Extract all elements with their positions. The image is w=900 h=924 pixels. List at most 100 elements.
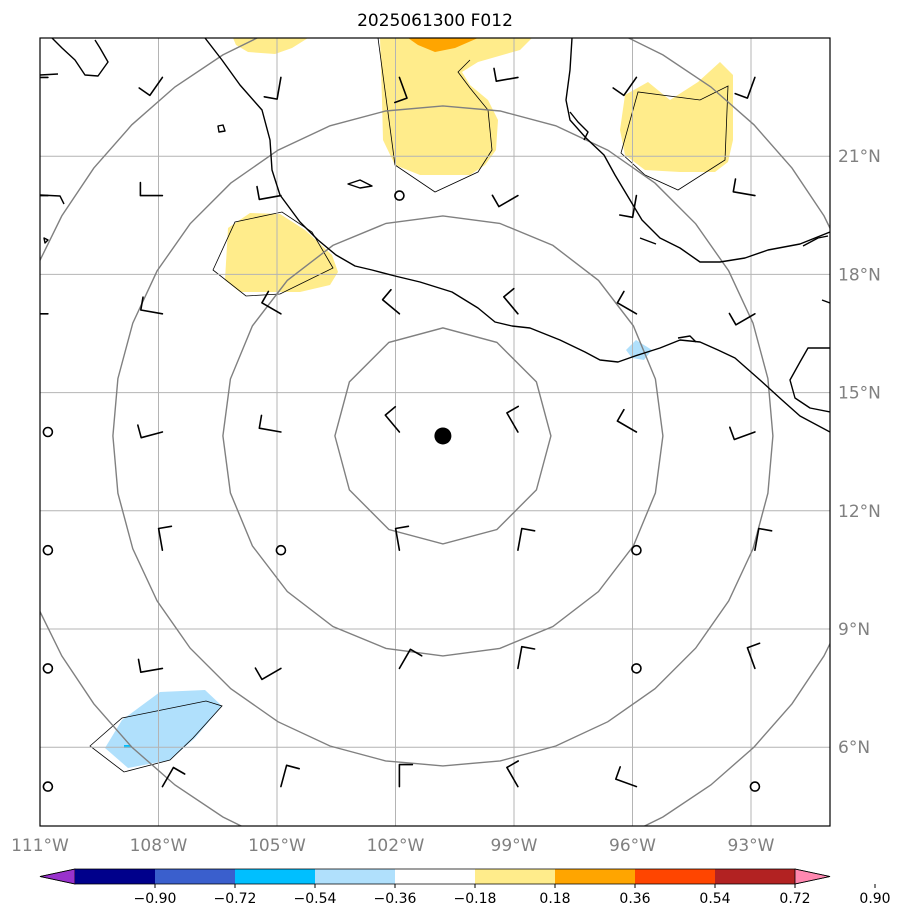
colorbar-label-8: 0.72 xyxy=(779,891,810,907)
wind-barb-1 xyxy=(138,76,164,97)
coastline xyxy=(40,38,830,433)
range-rings xyxy=(40,38,830,826)
wind-barb-22 xyxy=(384,406,401,433)
calm-station-4 xyxy=(631,544,642,556)
lat-label-5: 21°N xyxy=(838,147,881,167)
wind-barb-29 xyxy=(754,527,773,551)
wind-barb-30 xyxy=(137,658,164,673)
colorbar-label-3: −0.36 xyxy=(374,891,417,907)
colorbar-outline xyxy=(39,868,831,885)
lon-label-6: 93°W xyxy=(728,836,775,856)
colorbar-segment-9 xyxy=(715,869,795,884)
wind-barb-15 xyxy=(261,290,282,315)
wind-barb-39 xyxy=(615,766,638,788)
colorbar-segment-4 xyxy=(315,869,395,884)
lat-label-1: 9°N xyxy=(838,620,870,640)
wind-barb-14 xyxy=(140,296,164,315)
wind-barb-25 xyxy=(729,426,756,441)
colorbar-label-4: −0.18 xyxy=(454,891,497,907)
coastline-gulf xyxy=(565,38,830,263)
colorbar-label-7: 0.54 xyxy=(699,891,730,907)
wind-barb-32 xyxy=(398,648,423,670)
wind-barb-19 xyxy=(728,312,756,326)
storm-center-marker xyxy=(434,427,452,445)
wind-barb-6 xyxy=(734,76,756,99)
calm-station-5 xyxy=(42,663,54,674)
latitude-labels: 6°N 9°N 12°N 15°N 18°N 21°N xyxy=(838,147,881,758)
wind-barb-0 xyxy=(40,76,49,79)
coast-fragment-1 xyxy=(639,237,657,245)
colorbar-segment-8 xyxy=(635,869,715,884)
wind-barb-7 xyxy=(40,194,49,197)
contour-east xyxy=(620,85,729,191)
lon-label-3: 102°W xyxy=(367,836,425,856)
calm-station-3 xyxy=(275,544,287,556)
wind-barbs xyxy=(40,67,773,788)
wind-barb-35 xyxy=(161,766,186,788)
wind-barb-26 xyxy=(157,525,173,551)
ring-4 xyxy=(40,38,830,826)
lat-label-3: 15°N xyxy=(838,384,881,404)
island-2 xyxy=(347,179,373,189)
lat-label-4: 18°N xyxy=(838,265,881,285)
colorbar-segment-5 xyxy=(395,869,475,884)
wind-barb-23 xyxy=(506,405,519,433)
colorbar-label-9: 0.90 xyxy=(859,891,890,907)
contour-north xyxy=(377,38,493,193)
colorbar: −0.90 −0.72 −0.54 −0.36 −0.18 0.18 0.36 0.54 0.7… xyxy=(39,868,891,907)
lat-label-0: 6°N xyxy=(838,738,870,758)
contour-west xyxy=(212,211,334,297)
wind-barb-28 xyxy=(517,527,536,551)
contour-lines xyxy=(89,38,729,773)
calm-station-7 xyxy=(42,781,54,792)
ring-1 xyxy=(334,327,552,545)
wind-barb-33 xyxy=(517,645,536,670)
longitude-labels: 111°W 108°W 105°W 102°W 99°W 96°W 93°W xyxy=(11,836,775,856)
wind-barb-20 xyxy=(137,424,164,439)
colorbar-segment-2 xyxy=(155,869,235,884)
colorbar-label-5: 0.18 xyxy=(539,891,570,907)
wind-barb-3 xyxy=(394,76,408,104)
positive-region-top-left xyxy=(233,38,308,54)
colorbar-label-1: −0.72 xyxy=(214,891,257,907)
lon-label-4: 99°W xyxy=(491,836,538,856)
wind-barb-38 xyxy=(506,760,519,788)
wind-barb-31 xyxy=(254,667,282,681)
calm-station-0 xyxy=(394,190,405,201)
colorbar-segment-7 xyxy=(555,869,635,884)
lon-label-2: 105°W xyxy=(248,836,306,856)
wind-barb-17 xyxy=(503,287,519,315)
coast-fragment-4 xyxy=(677,335,697,343)
lon-label-1: 108°W xyxy=(130,836,188,856)
colorbar-arrow-low xyxy=(39,868,76,885)
wind-barb-2 xyxy=(263,76,282,100)
wind-barb-34 xyxy=(746,642,761,670)
coast-fragment-3 xyxy=(821,299,830,304)
ring-3 xyxy=(112,105,774,767)
lat-label-2: 12°N xyxy=(838,502,881,522)
coastline-mainland xyxy=(204,38,830,433)
calm-station-6 xyxy=(631,663,642,674)
wind-barb-37 xyxy=(398,763,414,788)
coastline-guatemala xyxy=(789,347,830,413)
positive-region-north-core xyxy=(408,38,478,52)
calm-station-2 xyxy=(42,544,54,556)
colorbar-segment-1 xyxy=(75,869,155,884)
contour-southwest xyxy=(89,700,223,773)
wind-barb-8 xyxy=(139,181,164,197)
wind-barb-36 xyxy=(280,764,300,788)
coastline-yucatan xyxy=(569,111,589,141)
wind-barb-4 xyxy=(493,67,519,82)
wind-barb-27 xyxy=(394,525,410,551)
wind-barb-18 xyxy=(616,290,638,315)
colorbar-arrow-high xyxy=(794,868,831,885)
wind-barb-9 xyxy=(256,185,282,201)
colorbar-label-6: 0.36 xyxy=(619,891,650,907)
map-title: 2025061300 F012 xyxy=(357,11,513,31)
graticule xyxy=(40,38,830,826)
calm-station-8 xyxy=(749,781,761,792)
island-1 xyxy=(217,124,226,133)
lon-label-5: 96°W xyxy=(609,836,656,856)
coastline-baja xyxy=(51,38,109,77)
